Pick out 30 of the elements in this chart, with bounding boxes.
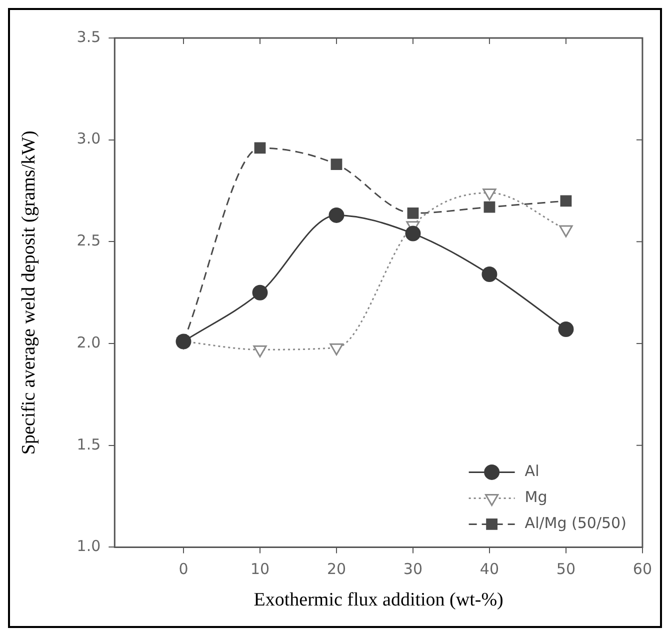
x-tick-label: 50 <box>556 560 576 578</box>
y-tick-label: 1.0 <box>76 537 101 556</box>
x-tick-label: 40 <box>480 560 500 578</box>
point <box>252 284 268 300</box>
legend-label: Mg <box>524 488 548 506</box>
point <box>558 322 574 338</box>
point <box>254 142 266 154</box>
x-tick-label: 60 <box>632 560 652 578</box>
x-tick-label: 0 <box>178 560 188 578</box>
point <box>253 345 267 358</box>
point <box>328 207 344 223</box>
point <box>482 266 498 282</box>
legend-label: Al/Mg (50/50) <box>524 514 626 532</box>
point <box>560 195 572 207</box>
y-tick-label: 1.5 <box>76 435 101 454</box>
x-tick-label: 20 <box>326 560 346 578</box>
x-axis-title: Exothermic flux addition (wt-%) <box>254 590 504 611</box>
y-tick-label: 2.0 <box>76 333 101 352</box>
y-tick-label: 2.5 <box>76 232 101 250</box>
x-tick-label: 30 <box>403 560 423 578</box>
x-tick-label: 10 <box>250 560 270 578</box>
y-axis-title: Specific average weld deposit (grams/kW) <box>18 130 40 455</box>
y-tick-label: 3.0 <box>76 130 101 148</box>
point <box>330 343 344 356</box>
y-tick-label: 3.5 <box>76 28 101 46</box>
point <box>484 201 496 213</box>
point <box>407 207 419 219</box>
legend-label: Al <box>524 462 540 480</box>
point <box>405 226 421 242</box>
point <box>330 158 342 170</box>
